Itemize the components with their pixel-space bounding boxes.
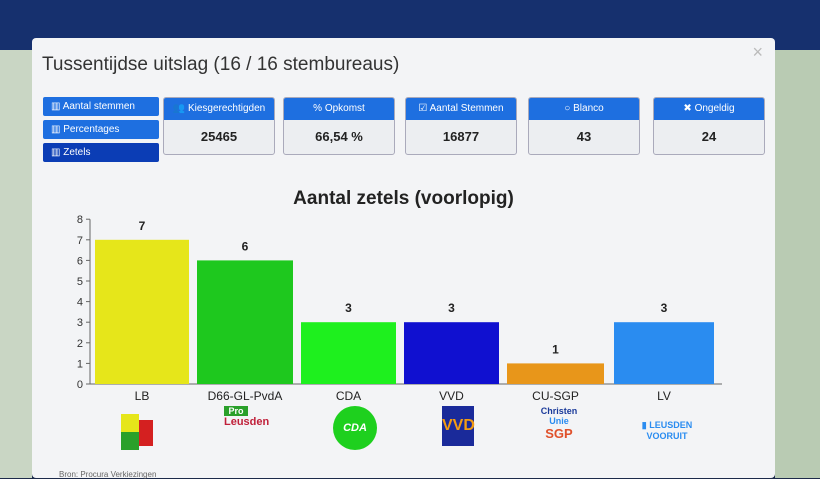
card-header: % Opkomst (284, 98, 394, 120)
bar-chart-icon: ▥ (51, 124, 64, 135)
card-label: Aantal Stemmen (429, 103, 504, 114)
data-label: 7 (139, 219, 146, 233)
data-label: 3 (448, 301, 455, 315)
users-icon: 👥 (172, 103, 186, 114)
x-tick-label: LB (135, 389, 150, 403)
card-header: 👥 Kiesgerechtigden (164, 98, 274, 120)
card-header: ✖ Ongeldig (654, 98, 764, 120)
card-label: Kiesgerechtigden (187, 103, 266, 114)
circle-icon: ○ (564, 103, 571, 114)
y-tick-label: 6 (77, 255, 83, 267)
zetels-button[interactable]: ▥ Zetels (43, 143, 159, 162)
bar-cda (301, 322, 396, 384)
card-value: 25465 (200, 129, 238, 144)
stat-card-ongeldig: ✖ Ongeldig 24 (653, 97, 765, 155)
x-tick-label: VVD (439, 389, 464, 403)
percentages-button[interactable]: ▥ Percentages (43, 120, 159, 139)
chart-title: Aantal zetels (voorlopig) (293, 188, 514, 209)
y-tick-label: 7 (77, 235, 83, 247)
x-tick-label: LV (657, 389, 671, 403)
card-label: Opkomst (324, 103, 365, 114)
stat-card-opkomst: % Opkomst 66,54 % (283, 97, 395, 155)
data-label: 3 (345, 301, 352, 315)
bar-vvd (404, 322, 499, 384)
data-label: 1 (552, 342, 559, 356)
cda-logo: CDA (325, 406, 385, 456)
close-icon[interactable]: × (752, 42, 763, 62)
y-tick-label: 1 (77, 358, 83, 370)
y-tick-label: 8 (77, 214, 83, 226)
bar-lb (95, 239, 189, 384)
percent-icon: % (313, 103, 323, 114)
y-tick-label: 0 (77, 379, 83, 391)
card-label: Blanco (573, 103, 604, 114)
y-tick-label: 3 (77, 317, 83, 329)
bar-d66-gl-pvda (197, 260, 293, 384)
checkbox-icon: ☑ (418, 103, 428, 114)
stat-card-kiesgerechtigden: 👥 Kiesgerechtigden 25465 (163, 97, 275, 155)
data-label: 3 (661, 301, 668, 315)
card-value: 24 (701, 129, 717, 144)
map-background-right (775, 50, 820, 478)
data-label: 6 (242, 239, 249, 253)
card-header: ☑ Aantal Stemmen (406, 98, 516, 120)
source-text: Bron: Procura Verkiezingen (59, 470, 157, 479)
x-tick-label: CDA (336, 389, 361, 403)
card-value: 43 (576, 129, 592, 144)
card-header: ○ Blanco (529, 98, 639, 120)
lb-logo (109, 406, 169, 456)
card-value: 16877 (442, 129, 480, 144)
bar-chart-icon: ▥ (51, 147, 64, 158)
x-icon: ✖ (683, 103, 692, 114)
map-background (0, 50, 32, 478)
y-tick-label: 4 (77, 297, 83, 309)
x-tick-label: CU-SGP (532, 389, 579, 403)
stat-card-aantal-stemmen: ☑ Aantal Stemmen 16877 (405, 97, 517, 155)
card-label: Ongeldig (694, 103, 735, 114)
leusden-vooruit-logo: ▮ LEUSDEN VOORUIT (641, 420, 693, 441)
bar-cu-sgp (507, 363, 604, 384)
y-tick-label: 5 (77, 276, 83, 288)
modal-title: Tussentijdse uitslag (16 / 16 stembureau… (42, 54, 400, 75)
bar-chart-icon: ▥ (51, 101, 63, 112)
seat-chart: 0 1 2 3 4 5 6 7 8 7 LB 6 D66-GL-PvdA 3 CDA 3 VVD 1 CU-SGP 3… (77, 214, 722, 403)
cu-sgp-logo: Christen Unie SGP (540, 406, 578, 441)
x-tick-label: D66-GL-PvdA (208, 389, 283, 403)
stat-card-blanco: ○ Blanco 43 (528, 97, 640, 155)
aantal-stemmen-button[interactable]: ▥ Aantal stemmen (43, 97, 159, 116)
y-tick-label: 2 (77, 338, 83, 350)
pro-leusden-logo: Pro Leusden (224, 406, 270, 428)
card-value: 66,54 % (315, 129, 363, 144)
results-modal: Tussentijdse uitslag (16 / 16 stembureau… (32, 38, 775, 479)
bar-lv (614, 322, 714, 384)
vvd-logo: VVD (428, 406, 488, 456)
